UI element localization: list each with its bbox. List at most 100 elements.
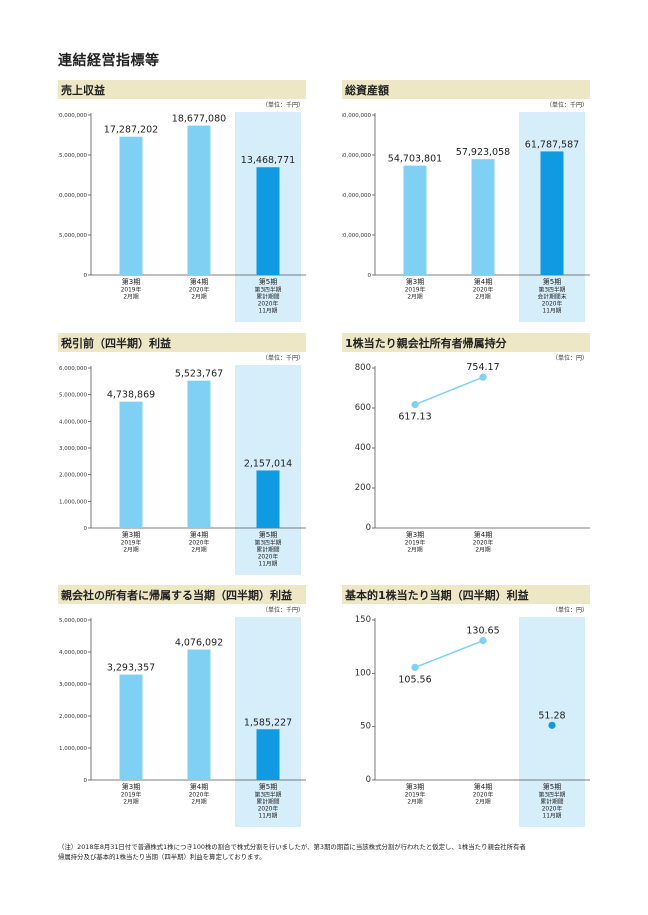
net-profit-bar: [256, 729, 280, 780]
total-assets-y-tick-label: 0: [368, 273, 372, 279]
total-assets-data-label: 54,703,801: [388, 154, 442, 165]
net-profit-y-tick-label: 0: [84, 778, 88, 784]
equity-per-share-y-tick-label: 800: [355, 363, 371, 373]
net-profit-chart-svg: （単位：千円） 5,000,000 4,000,000 3,000,000 2,000,…: [59, 606, 306, 827]
eps-category-label: 第5期: [543, 782, 561, 791]
eps-series-line: [414, 639, 484, 669]
revenue-chart-title: 売上収益: [61, 84, 105, 97]
total-assets-bar: [540, 151, 564, 275]
pretax-profit-y-tick-label: 5,000,000: [59, 393, 87, 399]
revenue-unit-label: （単位：千円）: [262, 101, 304, 109]
net-profit-category-sublabel: 2月期: [123, 799, 138, 806]
net-profit-y-tick-label: 1,000,000: [59, 746, 87, 752]
revenue-bar: [119, 136, 143, 275]
net-profit-y-tick-label: 3,000,000: [59, 682, 87, 688]
total-assets-chart-svg: （単位：千円） 80,000,000 60,000,000 40,000,000 20,…: [342, 101, 590, 322]
pretax-profit-category-sublabel: 2019年: [121, 539, 142, 547]
pretax-profit-category-label: 第4期: [190, 530, 208, 539]
pretax-profit-category-sublabel: 11月期: [259, 561, 278, 568]
equity-per-share-chart-svg: （単位：円）8006004002000第3期2019年2月期第4期2020年2月…: [355, 354, 590, 554]
net-profit-category-sublabel: 2020年: [189, 791, 210, 799]
pretax-profit-bar: [256, 470, 280, 528]
net-profit-category-sublabel: 2月期: [191, 799, 206, 806]
total-assets-category-sublabel: 2019年: [405, 286, 426, 294]
total-assets-category-sublabel: 2020年: [542, 300, 563, 308]
total-assets-chart-panel: 総資産額 （単位：千円） 80,000,000 60,000,000 40,000,0…: [342, 80, 590, 322]
pretax-profit-bar: [119, 401, 143, 528]
net-profit-bar: [187, 649, 211, 780]
net-profit-bar: [119, 674, 143, 780]
equity-per-share-chart-title: 1株当たり親会社所有者帰属持分: [345, 337, 507, 350]
net-profit-category-sublabel: 第3四半期: [255, 791, 282, 799]
revenue-category-sublabel: 2月期: [191, 294, 206, 301]
pretax-profit-data-label: 2,157,014: [244, 458, 292, 469]
equity-per-share-unit-label: （単位：円）: [552, 354, 588, 362]
pretax-profit-bar: [187, 380, 211, 528]
eps-chart-svg: （単位：円）150100500第3期2019年2月期第4期2020年2月期第5期…: [355, 606, 590, 827]
footnote-line-2: 帰属持分及び基本的1株当たり当期（四半期）利益を算定しております。: [58, 853, 266, 861]
eps-category-sublabel: 累計期間: [540, 798, 563, 806]
total-assets-category-sublabel: 2020年: [473, 286, 494, 294]
equity-per-share-series-line: [414, 376, 484, 406]
eps-data-point: [479, 637, 487, 645]
revenue-chart-header: 売上収益: [58, 80, 306, 99]
revenue-category-sublabel: 2月期: [123, 294, 138, 301]
net-profit-category-sublabel: 2020年: [258, 805, 279, 813]
total-assets-y-tick-label: 80,000,000: [342, 113, 371, 119]
footnote-line-1: （注）2018年8月31日付で普通株式1株につき100株の割合で株式分割を行いま…: [58, 843, 526, 851]
net-profit-chart-title: 親会社の所有者に帰属する当期（四半期）利益: [61, 589, 292, 602]
equity-per-share-data-label: 617.13: [398, 412, 431, 423]
revenue-chart-panel: 売上収益 （単位：千円） 20,000,000 15,000,000 10,000,0…: [58, 80, 306, 322]
equity-per-share-category-sublabel: 2019年: [405, 539, 426, 547]
total-assets-y-tick-label: 20,000,000: [342, 233, 371, 239]
revenue-category-sublabel: 第3四半期: [255, 286, 282, 294]
pretax-profit-y-tick-label: 1,000,000: [59, 499, 87, 505]
pretax-profit-data-label: 4,738,869: [107, 390, 155, 401]
pretax-profit-data-label: 5,523,767: [175, 369, 223, 380]
eps-category-sublabel: 11月期: [543, 813, 562, 820]
revenue-category-label: 第4期: [190, 277, 208, 286]
net-profit-y-tick-label: 5,000,000: [59, 618, 87, 624]
net-profit-category-sublabel: 2019年: [121, 791, 142, 799]
pretax-profit-category-sublabel: 第3四半期: [255, 539, 282, 547]
pretax-profit-chart-svg: （単位：千円） 6,000,000 5,000,000 4,000,000 3,000,…: [59, 354, 306, 575]
net-profit-category-label: 第5期: [259, 782, 277, 791]
pretax-profit-chart-panel: 税引前（四半期）利益 （単位：千円） 6,000,000 5,000,000 4,00…: [58, 333, 306, 575]
pretax-profit-category-sublabel: 2020年: [258, 553, 279, 561]
pretax-profit-y-tick-label: 6,000,000: [59, 366, 87, 372]
total-assets-category-label: 第4期: [474, 277, 492, 286]
revenue-y-tick-label: 20,000,000: [58, 113, 87, 119]
total-assets-data-label: 61,787,587: [525, 139, 579, 150]
net-profit-chart-header: 親会社の所有者に帰属する当期（四半期）利益: [58, 585, 306, 604]
pretax-profit-category-label: 第5期: [259, 530, 277, 539]
total-assets-category-sublabel: 11月期: [543, 308, 562, 315]
total-assets-category-sublabel: 第3四半期: [539, 286, 566, 294]
pretax-profit-y-tick-label: 0: [84, 526, 88, 532]
eps-chart-header: 基本的1株当たり当期（四半期）利益: [342, 585, 590, 604]
pretax-profit-category-sublabel: 2020年: [189, 539, 210, 547]
eps-data-point: [548, 721, 556, 729]
eps-category-sublabel: 2月期: [475, 799, 490, 806]
net-profit-category-label: 第4期: [190, 782, 208, 791]
total-assets-bar: [471, 159, 495, 275]
footnote: （注）2018年8月31日付で普通株式1株につき100株の割合で株式分割を行いま…: [58, 842, 598, 862]
pretax-profit-category-sublabel: 2月期: [123, 547, 138, 554]
eps-y-tick-label: 50: [360, 722, 371, 732]
pretax-profit-category-sublabel: 累計期間: [256, 546, 279, 554]
revenue-category-sublabel: 累計期間: [256, 293, 279, 301]
revenue-y-tick-label: 15,000,000: [58, 153, 87, 159]
equity-per-share-category-sublabel: 2月期: [407, 547, 422, 554]
eps-category-label: 第4期: [474, 782, 492, 791]
equity-per-share-y-tick-label: 200: [355, 483, 371, 493]
revenue-bar: [187, 125, 211, 275]
eps-category-sublabel: 2020年: [473, 791, 494, 799]
total-assets-chart-title: 総資産額: [345, 84, 389, 97]
pretax-profit-category-label: 第3期: [122, 530, 140, 539]
pretax-profit-chart-title: 税引前（四半期）利益: [61, 337, 171, 350]
equity-per-share-category-sublabel: 2020年: [473, 539, 494, 547]
net-profit-chart-panel: 親会社の所有者に帰属する当期（四半期）利益 （単位：千円） 5,000,000 4,…: [58, 585, 306, 827]
revenue-category-label: 第5期: [259, 277, 277, 286]
net-profit-category-sublabel: 11月期: [259, 813, 278, 820]
eps-category-sublabel: 2月期: [407, 799, 422, 806]
equity-per-share-data-point: [411, 400, 419, 409]
